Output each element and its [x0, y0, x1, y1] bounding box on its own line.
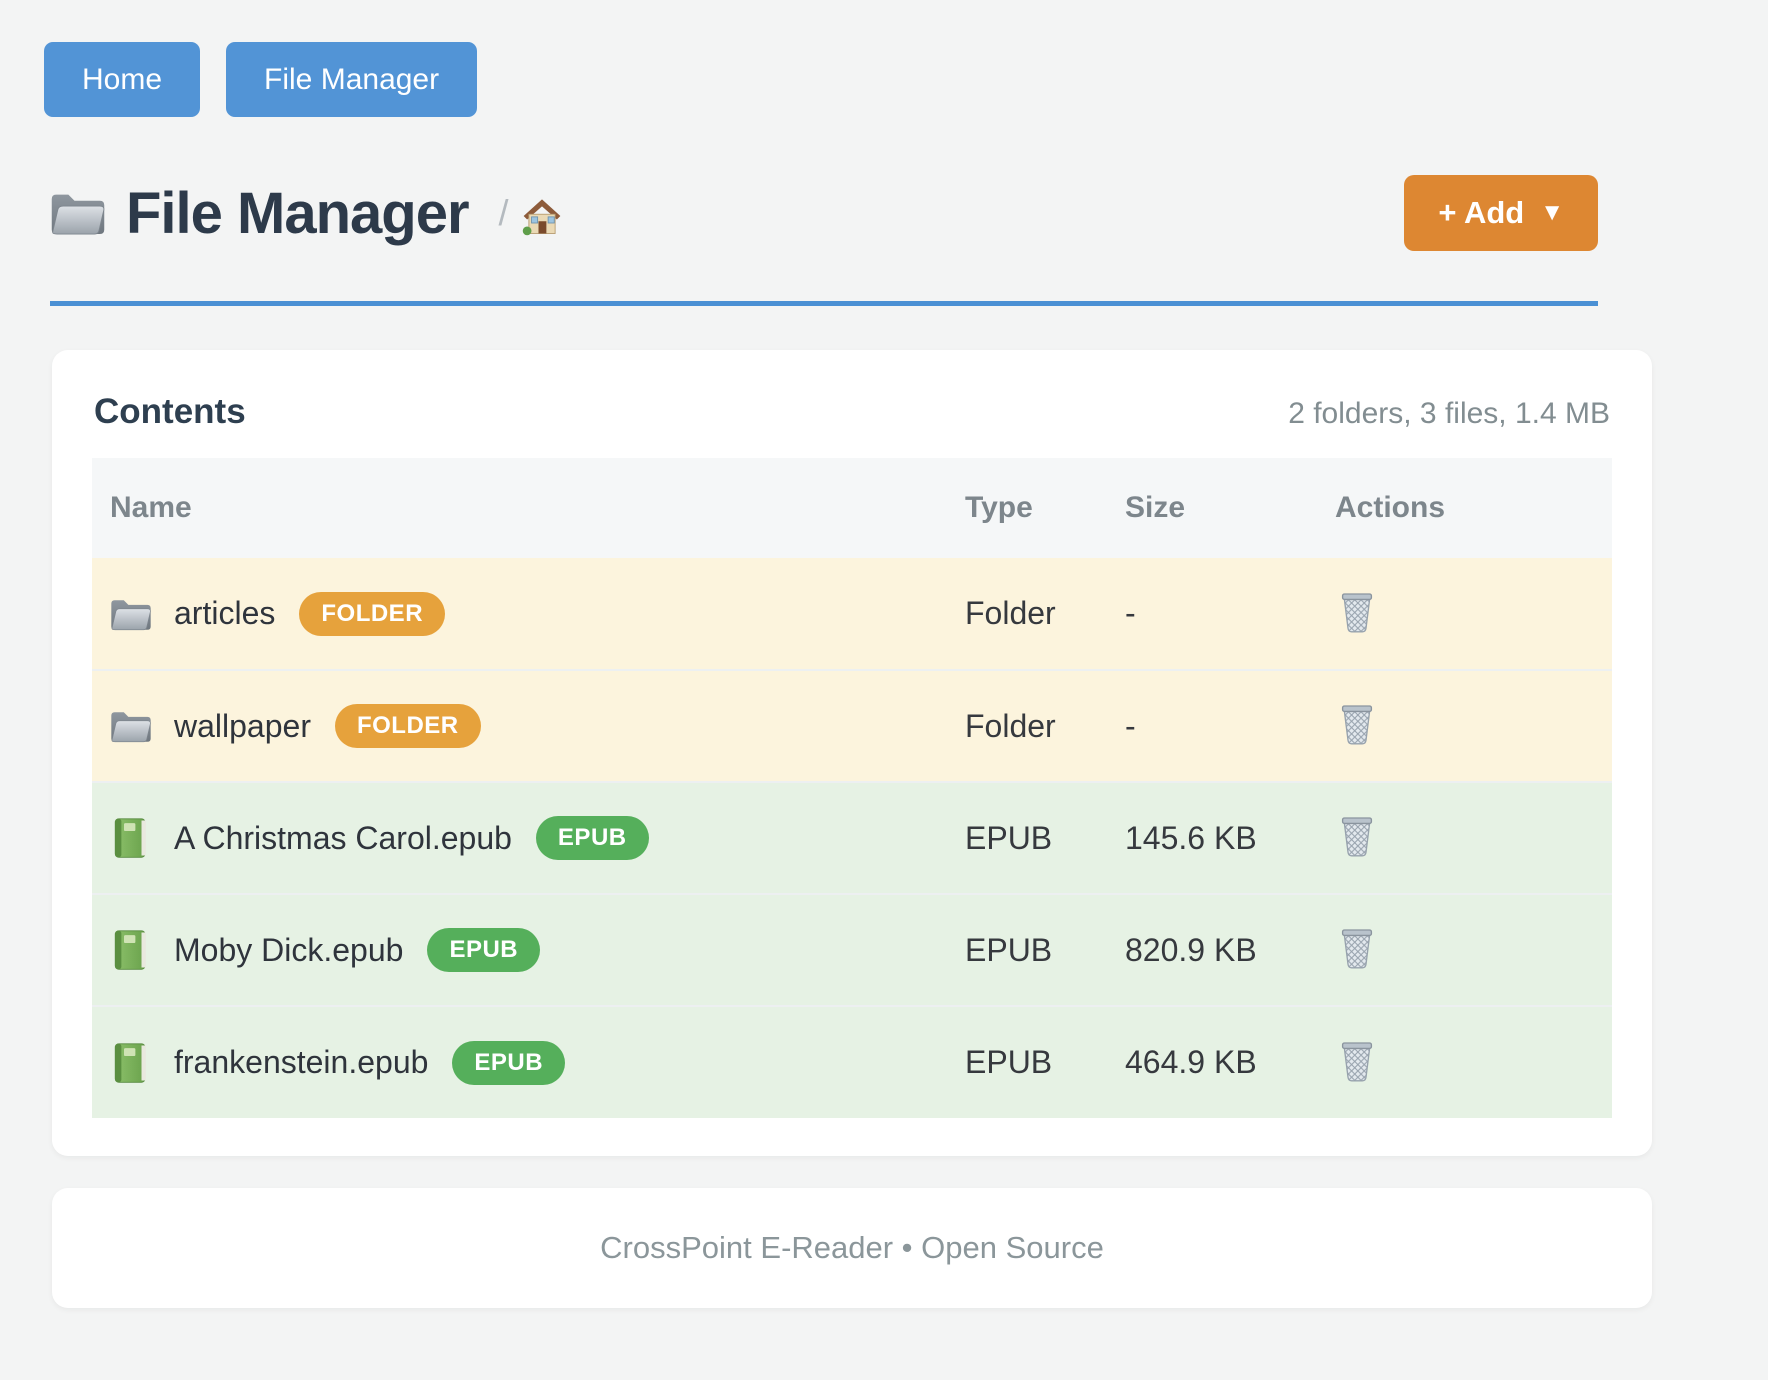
- contents-heading: Contents: [94, 392, 246, 431]
- column-header-type: Type: [947, 458, 1107, 558]
- size-cell: 145.6 KB: [1107, 781, 1317, 894]
- trash-icon: [1341, 705, 1373, 745]
- size-cell: 464.9 KB: [1107, 1005, 1317, 1118]
- table-row: articles FOLDER Folder -: [92, 558, 1612, 670]
- file-manager-button[interactable]: File Manager: [226, 42, 478, 117]
- trash-icon: [1341, 592, 1373, 632]
- contents-card: Contents 2 folders, 3 files, 1.4 MB Name…: [52, 350, 1652, 1156]
- home-button[interactable]: Home: [44, 42, 201, 117]
- folder-badge: FOLDER: [334, 704, 481, 748]
- delete-button[interactable]: [1335, 586, 1379, 638]
- add-button[interactable]: + Add ▼: [1404, 175, 1598, 251]
- file-name[interactable]: Moby Dick.epub: [174, 931, 404, 968]
- type-cell: EPUB: [947, 781, 1107, 894]
- folder-badge: FOLDER: [299, 591, 446, 636]
- trash-icon: [1341, 929, 1373, 969]
- epub-badge: EPUB: [427, 928, 541, 972]
- folder-name[interactable]: wallpaper: [174, 707, 311, 744]
- delete-button[interactable]: [1335, 810, 1379, 862]
- green-book-icon: [114, 818, 147, 858]
- house-icon[interactable]: [521, 195, 563, 237]
- table-row: A Christmas Carol.epub EPUB EPUB 145.6 K…: [92, 781, 1612, 894]
- column-header-size: Size: [1107, 458, 1317, 558]
- delete-button[interactable]: [1335, 922, 1379, 974]
- file-name[interactable]: A Christmas Carol.epub: [174, 819, 512, 856]
- title-group: File Manager /: [50, 180, 563, 247]
- green-book-icon: [114, 930, 147, 970]
- folder-icon: [110, 599, 152, 630]
- trash-icon: [1341, 1041, 1373, 1081]
- size-cell: 820.9 KB: [1107, 893, 1317, 1006]
- delete-button[interactable]: [1335, 698, 1379, 750]
- epub-badge: EPUB: [535, 816, 649, 860]
- folder-name[interactable]: articles: [174, 595, 276, 631]
- page-header: File Manager / + Add ▼: [50, 117, 1598, 306]
- table-row: wallpaper FOLDER Folder -: [92, 669, 1612, 782]
- size-cell: -: [1125, 595, 1136, 631]
- table-row: frankenstein.epub EPUB EPUB 464.9 KB: [92, 1005, 1612, 1118]
- footer-text: CrossPoint E-Reader • Open Source: [600, 1230, 1104, 1265]
- top-navigation: Home File Manager: [0, 0, 1768, 117]
- breadcrumb-separator: /: [498, 192, 509, 233]
- folder-icon: [51, 194, 105, 235]
- type-cell: EPUB: [947, 1005, 1107, 1118]
- file-name[interactable]: frankenstein.epub: [174, 1044, 429, 1080]
- size-cell: -: [1107, 669, 1317, 782]
- green-book-icon: [114, 1042, 147, 1083]
- contents-card-header: Contents 2 folders, 3 files, 1.4 MB: [92, 392, 1612, 432]
- table-row: Moby Dick.epub EPUB EPUB 820.9 KB: [92, 893, 1612, 1006]
- table-header-row: Name Type Size Actions: [92, 458, 1612, 558]
- folder-icon: [110, 711, 152, 743]
- add-button-label: + Add: [1438, 195, 1525, 230]
- delete-button[interactable]: [1335, 1035, 1379, 1087]
- type-cell: Folder: [965, 595, 1056, 631]
- column-header-actions: Actions: [1317, 458, 1612, 558]
- epub-badge: EPUB: [452, 1040, 566, 1085]
- page-title: File Manager: [126, 180, 470, 246]
- contents-summary: 2 folders, 3 files, 1.4 MB: [1288, 397, 1610, 430]
- type-cell: EPUB: [947, 893, 1107, 1006]
- footer-card: CrossPoint E-Reader • Open Source: [52, 1188, 1652, 1308]
- column-header-name: Name: [92, 458, 947, 558]
- trash-icon: [1341, 817, 1373, 857]
- file-table: Name Type Size Actions articles FOLDER F…: [92, 458, 1612, 1118]
- chevron-down-icon: ▼: [1540, 199, 1564, 226]
- type-cell: Folder: [947, 669, 1107, 782]
